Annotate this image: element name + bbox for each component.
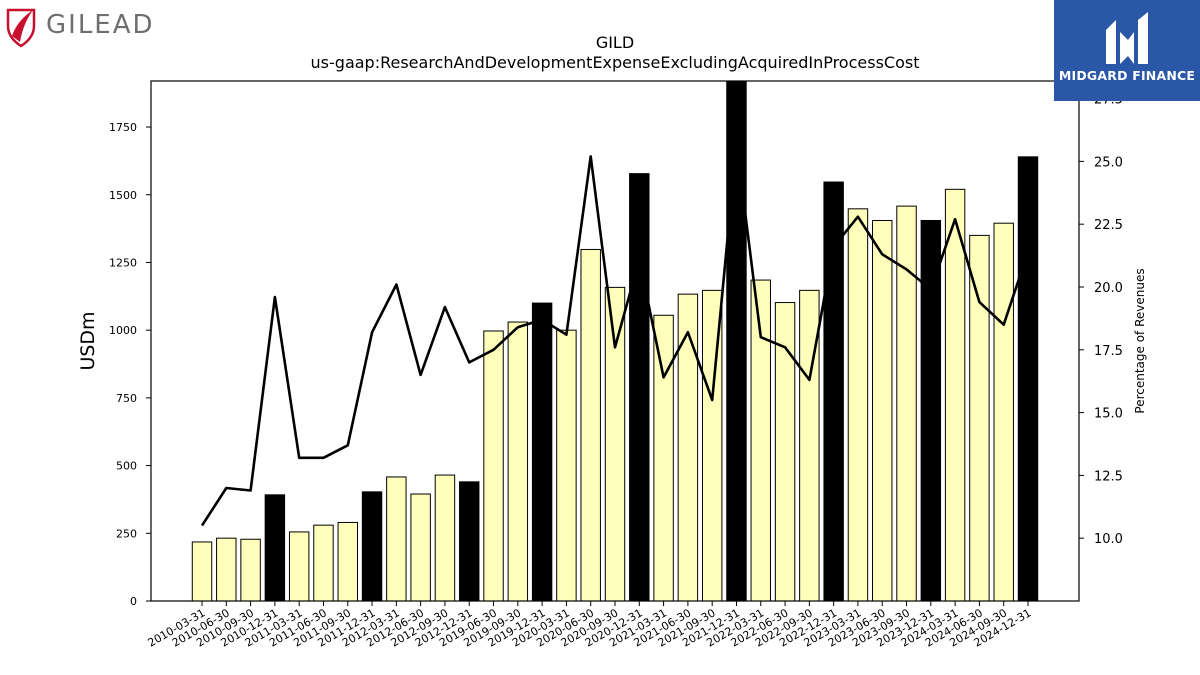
percentage-of-revenues-line <box>200 142 1030 527</box>
bar-2020-06-30 <box>580 248 601 602</box>
bar-2012-09-30 <box>434 474 456 602</box>
y2-tick-label: 25.0 <box>1094 155 1123 170</box>
bar-2011-03-31 <box>288 531 310 602</box>
bar-2023-06-30 <box>872 219 893 602</box>
bar-2012-03-31 <box>386 476 407 602</box>
bar-2023-12-31 <box>920 219 942 602</box>
line-series <box>200 142 1030 527</box>
bar-2020-12-31 <box>629 173 650 602</box>
y-tick-label: 1000 <box>109 324 137 337</box>
bar-2024-09-30 <box>993 222 1014 602</box>
y2-tick-label: 20.0 <box>1094 281 1123 296</box>
y-tick-label: 500 <box>116 460 137 473</box>
y2-tick-label: 22.5 <box>1094 218 1123 233</box>
y2-tick-label: 17.5 <box>1094 344 1123 359</box>
bar-2020-09-30 <box>604 286 626 602</box>
midgard-finance-logo: MIDGARD FINANCE <box>1054 0 1200 101</box>
gilead-wordmark: GILEAD <box>46 10 155 40</box>
chart-title: GILD <box>596 33 634 52</box>
chart-subtitle: us-gaap:ResearchAndDevelopmentExpenseExc… <box>311 53 920 72</box>
midgard-m-icon <box>1106 12 1148 64</box>
bar-2010-06-30 <box>216 537 237 602</box>
bar-2023-03-31 <box>847 208 869 602</box>
y2-tick-label: 15.0 <box>1094 407 1123 422</box>
gilead-logo: GILEAD <box>6 6 166 48</box>
bar-2011-09-30 <box>337 521 358 602</box>
bar-2021-06-30 <box>677 293 699 602</box>
bar-2012-12-31 <box>459 481 480 602</box>
y-tick-label: 0 <box>130 595 137 608</box>
y-axis-label: USDm <box>77 311 99 370</box>
y-tick-label: 1250 <box>109 256 137 269</box>
bar-2024-03-31 <box>944 188 966 602</box>
y-tick-label: 250 <box>116 527 137 540</box>
y-tick-label: 1500 <box>109 189 137 202</box>
bar-2021-12-31 <box>726 80 747 602</box>
bar-2019-06-30 <box>483 330 504 602</box>
bar-2012-06-30 <box>410 493 431 602</box>
bar-2011-06-30 <box>313 524 334 602</box>
bar-2024-06-30 <box>969 234 990 602</box>
bar-2020-03-31 <box>556 329 577 602</box>
bar-2011-12-31 <box>361 491 383 602</box>
y2-tick-label: 10.0 <box>1094 532 1123 547</box>
gilead-leaf-icon <box>6 8 36 48</box>
bar-2010-12-31 <box>264 494 286 602</box>
y-tick-label: 1750 <box>109 121 137 134</box>
bar-2021-03-31 <box>653 314 674 602</box>
bar-2010-09-30 <box>240 538 261 602</box>
bar-2019-12-31 <box>531 302 553 602</box>
y2-axis-label: Percentage of Revenues <box>1133 268 1147 413</box>
bar-2024-12-31 <box>1017 156 1039 602</box>
bar-2010-03-31 <box>191 541 213 602</box>
bar-2019-09-30 <box>507 321 529 602</box>
axes: 0 250 500 750 1000 1250 1500 1750 10.0 12.5 15.0 17… <box>109 80 1123 650</box>
y2-tick-label: 12.5 <box>1094 469 1123 484</box>
bar-series <box>191 80 1039 602</box>
midgard-wordmark: MIDGARD FINANCE <box>1058 68 1196 83</box>
y-tick-label: 750 <box>116 392 137 405</box>
